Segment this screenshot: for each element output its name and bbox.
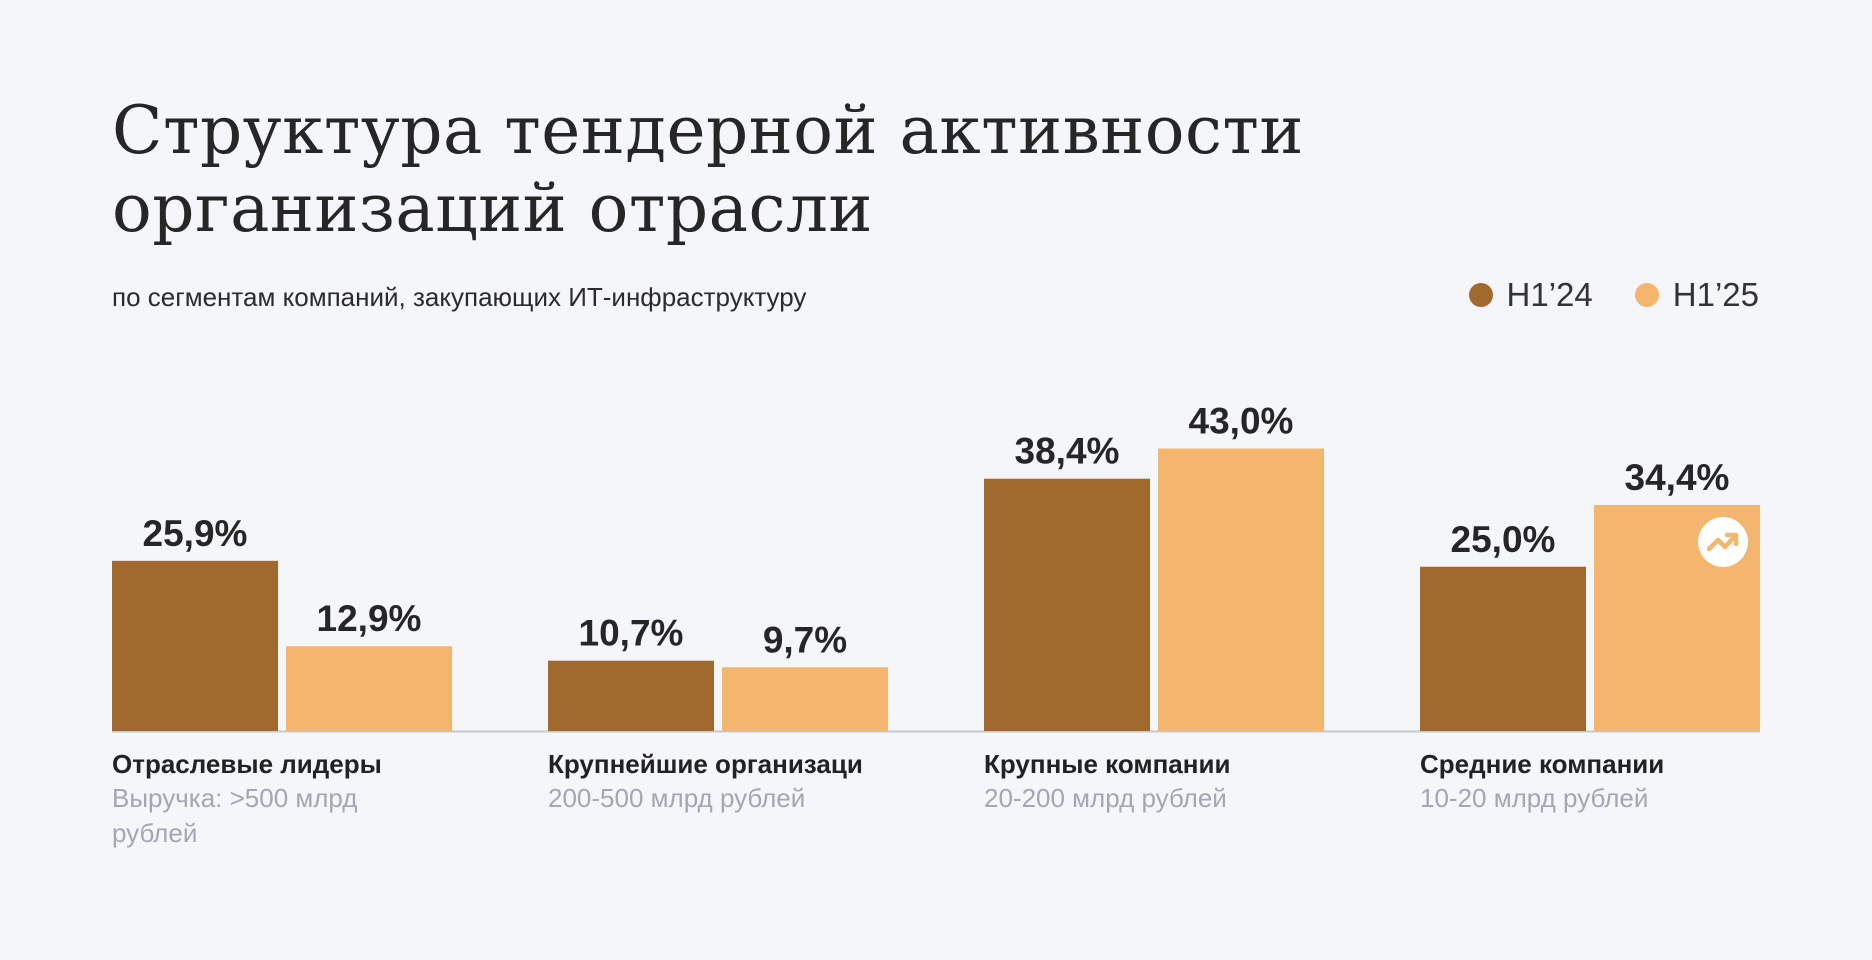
category-note-0: Выручка: >500 млрд рублей <box>112 783 358 848</box>
chart-title: Структура тендерной активности организац… <box>112 92 1304 247</box>
category-label-2: Крупные компании <box>984 749 1231 779</box>
data-label-h125-3: 34,4% <box>1625 457 1730 498</box>
category-label-3: Средние компании <box>1420 749 1665 779</box>
bar-h125-0 <box>286 646 452 731</box>
category-label-0: Отраслевые лидеры <box>112 749 382 779</box>
legend: H1’24 H1’25 <box>1468 276 1759 314</box>
category-note-2: 20-200 млрд рублей <box>984 783 1227 813</box>
data-label-h124-2: 38,4% <box>1015 431 1120 472</box>
category-note-3: 10-20 млрд рублей <box>1420 783 1649 813</box>
data-label-h124-3: 25,0% <box>1451 519 1556 560</box>
legend-label-h124: H1’24 <box>1506 276 1593 313</box>
chart-subtitle: по сегментам компаний, закупающих ИТ-инф… <box>112 282 807 312</box>
bar-h125-2 <box>1158 448 1324 731</box>
legend-label-h125: H1’25 <box>1672 276 1759 313</box>
data-label-h124-0: 25,9% <box>143 513 248 554</box>
data-label-h124-1: 10,7% <box>579 613 684 654</box>
data-label-h125-1: 9,7% <box>763 619 847 660</box>
trend-up-icon <box>1698 516 1748 567</box>
legend-swatch-h124 <box>1468 283 1493 307</box>
bar-h125-1 <box>722 667 888 731</box>
data-label-h125-0: 12,9% <box>317 598 422 639</box>
bar-h124-0 <box>112 560 278 731</box>
bar-h124-3 <box>1420 566 1586 731</box>
bar-h124-2 <box>984 478 1150 731</box>
legend-item-h125: H1’25 <box>1634 276 1759 314</box>
legend-swatch-h125 <box>1634 283 1659 307</box>
bar-h124-1 <box>548 660 714 731</box>
data-label-h125-2: 43,0% <box>1189 400 1294 441</box>
category-note-1: 200-500 млрд рублей <box>548 783 806 813</box>
category-label-1: Крупнейшие организаци <box>548 749 863 779</box>
legend-item-h124: H1’24 <box>1468 276 1593 314</box>
